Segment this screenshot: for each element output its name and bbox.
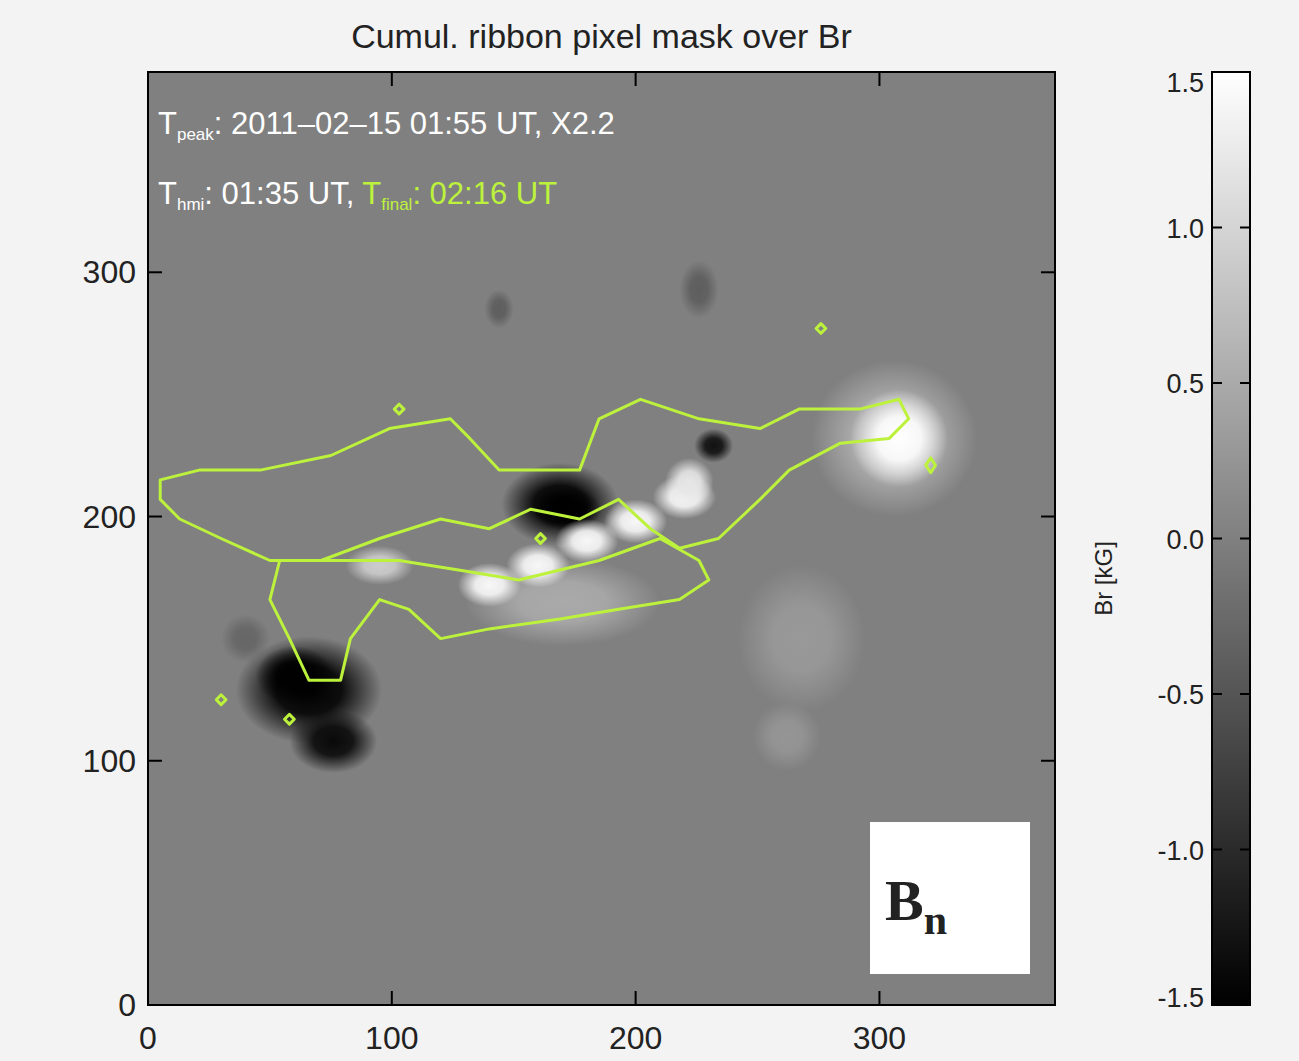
colorbar-tick-label: -1.0 <box>1157 836 1204 866</box>
ribbon-contour <box>394 404 404 414</box>
plot-frame <box>148 72 1055 1005</box>
field-source <box>850 390 948 488</box>
annotation: Tfinal: 02:16 UT <box>362 176 557 214</box>
y-tick-right <box>1041 516 1055 518</box>
colorbar-tick <box>1240 71 1250 73</box>
field-source <box>345 546 413 585</box>
x-tick-top <box>878 72 880 86</box>
colorbar-tick <box>1212 693 1222 695</box>
x-tick-top <box>391 72 393 86</box>
x-tick-label: 0 <box>139 1020 157 1056</box>
annotation: Thmi: 01:35 UT, <box>158 176 354 214</box>
y-tick-label: 300 <box>83 254 136 290</box>
annotation-part: : 01:35 UT, <box>204 176 354 211</box>
ribbon-contour <box>216 695 226 705</box>
colorbar-tick <box>1212 382 1222 384</box>
colorbar-tick-label: 1.5 <box>1166 68 1204 98</box>
x-tick-label: 100 <box>365 1020 418 1056</box>
colorbar-tick-label: -1.5 <box>1157 983 1204 1013</box>
colorbar-tick <box>1212 538 1222 540</box>
colorbar-tick-label: -0.5 <box>1157 680 1204 710</box>
field-source <box>221 614 270 663</box>
x-tick-label: 300 <box>853 1020 906 1056</box>
y-tick-right <box>1041 1004 1055 1006</box>
field-source <box>694 429 733 463</box>
field-source <box>255 646 333 705</box>
colorbar-tick-label: 0.5 <box>1166 369 1204 399</box>
y-tick-label: 200 <box>83 499 136 535</box>
colorbar-tick <box>1240 693 1250 695</box>
annotation-part: : 2011–02–15 01:55 UT, X2.2 <box>214 106 615 141</box>
annotation-part: T <box>158 176 177 211</box>
field-source <box>665 458 714 507</box>
y-tick <box>148 1004 162 1006</box>
colorbar-tick <box>1240 227 1250 229</box>
x-tick <box>147 991 149 1005</box>
colorbar-tick <box>1212 1004 1222 1006</box>
annotation-part: : 02:16 UT <box>412 176 557 211</box>
field-source <box>753 702 821 770</box>
y-tick <box>148 516 162 518</box>
x-tick-top <box>635 72 637 86</box>
ribbon-contour <box>816 324 826 334</box>
ribbon-contour <box>160 399 909 560</box>
plot-area <box>160 260 977 773</box>
figure: 0 100 200 300 0 100 200 300 Cumul. ribbon pixel … <box>0 0 1299 1061</box>
annotation-part: peak <box>177 125 214 144</box>
panel-label-part: n <box>924 897 947 943</box>
annotation-part: T <box>158 106 177 141</box>
colorbar <box>1212 72 1250 1005</box>
field-source <box>738 565 865 712</box>
y-tick <box>148 760 162 762</box>
colorbar-tick <box>1240 1004 1250 1006</box>
x-tick <box>878 991 880 1005</box>
panel-label: Bn <box>885 868 947 943</box>
annotation: Tpeak: 2011–02–15 01:55 UT, X2.2 <box>158 106 615 144</box>
annotation-part: T <box>362 176 381 211</box>
colorbar-tick-label: 0.0 <box>1166 525 1204 555</box>
panel-label-part: B <box>885 868 924 933</box>
field-source <box>811 360 977 516</box>
y-tick-label: 100 <box>83 743 136 779</box>
ribbon-contour <box>536 534 546 544</box>
field-source <box>680 260 719 319</box>
colorbar-tick <box>1240 538 1250 540</box>
plot-background <box>148 72 1055 1005</box>
annotation-part: hmi <box>177 195 204 214</box>
x-tick <box>635 991 637 1005</box>
y-tick-right <box>1041 760 1055 762</box>
colorbar-tick <box>1212 849 1222 851</box>
x-tick-top <box>147 72 149 86</box>
colorbar-tick <box>1240 849 1250 851</box>
ribbon-contour <box>285 714 295 724</box>
colorbar-tick-label: 1.0 <box>1166 214 1204 244</box>
x-tick <box>391 991 393 1005</box>
x-tick-label: 200 <box>609 1020 662 1056</box>
ribbon-contour <box>926 458 936 473</box>
colorbar-tick <box>1240 382 1250 384</box>
colorbar-label: Br [kG] <box>1090 541 1117 616</box>
field-source <box>289 709 377 773</box>
colorbar-tick <box>1212 227 1222 229</box>
colorbar-tick <box>1212 71 1222 73</box>
y-tick-right <box>1041 271 1055 273</box>
ribbon-contour <box>270 539 709 681</box>
y-tick <box>148 271 162 273</box>
panel-label-box <box>870 822 1030 974</box>
title: Cumul. ribbon pixel mask over Br <box>351 17 852 55</box>
field-source <box>484 289 513 328</box>
annotation-part: final <box>381 195 412 214</box>
y-tick-label: 0 <box>118 987 136 1023</box>
